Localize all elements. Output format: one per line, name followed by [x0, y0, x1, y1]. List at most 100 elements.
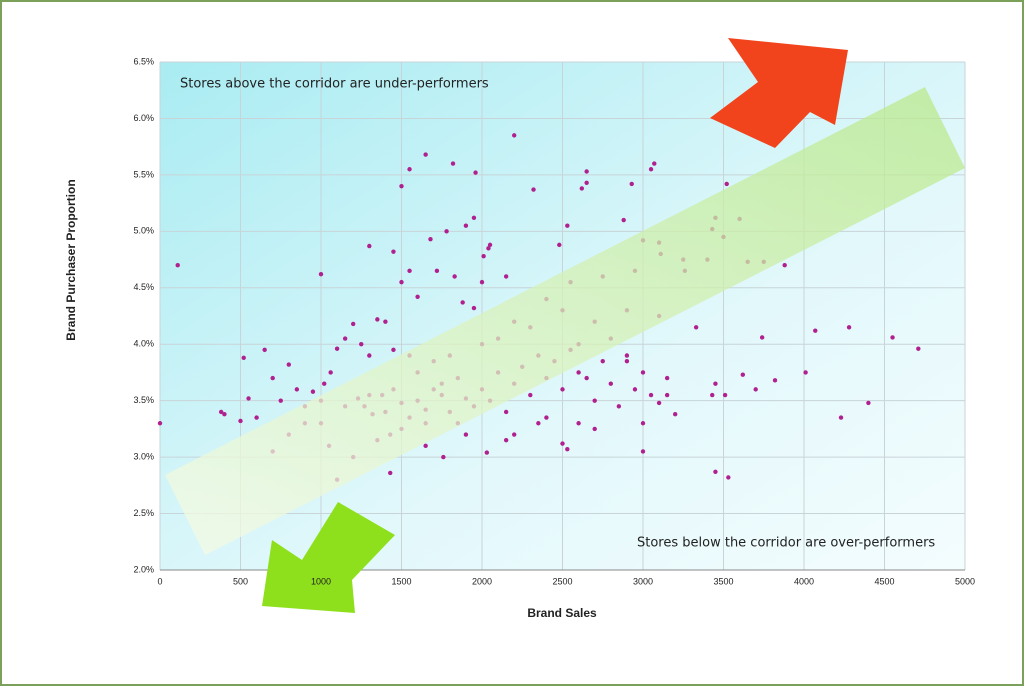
point [342, 336, 348, 341]
point [579, 186, 585, 191]
y-tick-label: 3.5% [133, 395, 154, 405]
point [584, 169, 589, 174]
point [487, 242, 493, 248]
point [351, 321, 356, 327]
point [624, 353, 630, 358]
point [310, 389, 316, 394]
point [428, 237, 433, 242]
point [391, 347, 396, 353]
point [441, 454, 446, 460]
point [278, 398, 283, 403]
point [423, 152, 428, 157]
point [782, 263, 787, 268]
point [846, 325, 852, 330]
x-tick-label: 2500 [552, 576, 572, 586]
point [270, 375, 275, 381]
point [434, 268, 440, 274]
point [486, 246, 491, 251]
point [890, 335, 895, 340]
point [512, 432, 517, 437]
point [391, 249, 396, 254]
point [592, 398, 597, 403]
point [481, 253, 486, 259]
point [318, 272, 324, 277]
y-tick-label: 5.0% [133, 226, 154, 236]
x-tick-label: 3000 [633, 576, 653, 586]
point [916, 346, 921, 351]
point [640, 370, 646, 375]
point [576, 421, 581, 426]
point [471, 215, 477, 220]
x-tick-label: 1000 [311, 576, 331, 586]
annotation: Stores below the corridor are over-perfo… [637, 536, 935, 551]
point [503, 409, 509, 415]
y-tick-label: 3.0% [133, 451, 154, 461]
point [713, 381, 718, 386]
x-axis-title: Brand Sales [527, 606, 597, 620]
point [576, 370, 581, 375]
point [528, 392, 533, 398]
point [463, 432, 469, 437]
point [473, 170, 478, 175]
y-tick-label: 2.5% [133, 508, 154, 518]
point [608, 381, 613, 386]
point [560, 387, 565, 392]
x-tick-label: 4500 [874, 576, 894, 586]
down-arrow [262, 502, 395, 613]
point [803, 370, 808, 375]
y-tick-label: 4.0% [133, 339, 154, 349]
y-tick-label: 6.0% [133, 113, 154, 123]
point [328, 370, 333, 375]
point [753, 387, 758, 392]
x-tick-label: 0 [157, 576, 162, 586]
point [246, 396, 251, 401]
y-tick-label: 5.5% [133, 169, 154, 179]
point [175, 263, 180, 268]
point [407, 167, 412, 172]
point [565, 223, 570, 228]
point [621, 217, 626, 223]
point [664, 392, 670, 398]
y-tick-label: 6.5% [133, 56, 154, 66]
x-tick-label: 1500 [391, 576, 411, 586]
point [423, 443, 428, 449]
point [544, 415, 549, 420]
point [444, 229, 449, 234]
point [531, 187, 536, 192]
point [759, 335, 765, 340]
point [652, 161, 657, 166]
point [479, 279, 485, 285]
point [471, 305, 477, 311]
point [399, 183, 404, 189]
x-tick-label: 4000 [794, 576, 814, 586]
point [866, 400, 871, 406]
point [565, 447, 570, 452]
point [592, 426, 597, 432]
point [838, 415, 844, 420]
point [286, 362, 291, 367]
x-tick-label: 3500 [713, 576, 733, 586]
point [262, 347, 267, 353]
up-arrow [710, 38, 848, 148]
point [740, 372, 746, 377]
point [693, 325, 699, 330]
x-tick-label: 500 [233, 576, 248, 586]
point [640, 449, 646, 454]
x-tick-label: 5000 [955, 576, 975, 586]
y-tick-label: 2.0% [133, 564, 154, 574]
point [584, 180, 589, 185]
point [452, 274, 457, 279]
point [241, 355, 246, 360]
point [407, 268, 412, 274]
point [640, 421, 646, 426]
x-tick-label: 2000 [472, 576, 492, 586]
point [584, 375, 589, 381]
point [375, 317, 380, 322]
point [724, 181, 729, 187]
point [460, 300, 465, 305]
point [484, 450, 490, 455]
point [632, 387, 638, 392]
point [560, 441, 565, 446]
y-axis-title: Brand Purchaser Proportion [64, 179, 78, 340]
point [222, 412, 227, 417]
